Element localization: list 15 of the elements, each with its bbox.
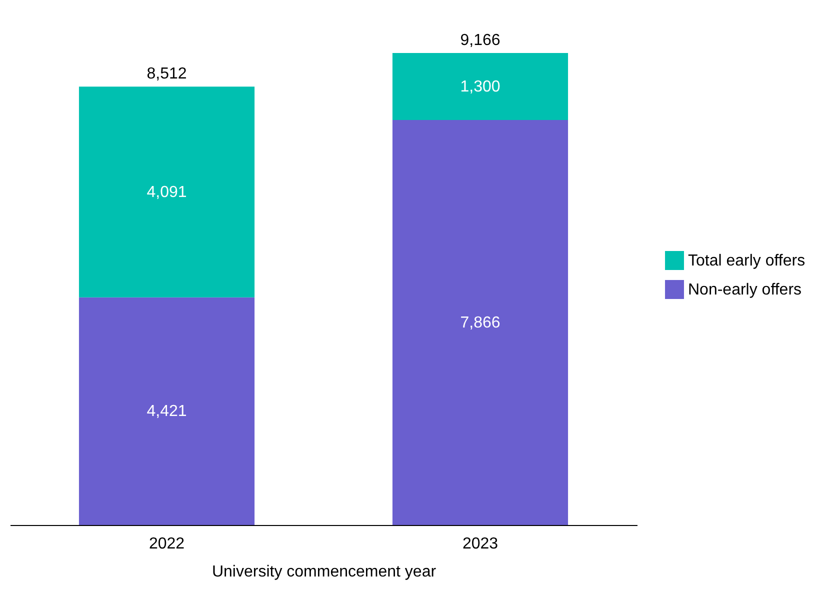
bar <box>78 297 255 525</box>
data-label: 1,300 <box>460 78 500 96</box>
x-axis-title: University commencement year <box>212 564 437 580</box>
bar <box>392 53 568 120</box>
legend-label: Non-early offers <box>688 282 802 298</box>
data-label: 4,091 <box>146 184 187 202</box>
data-label: 7,866 <box>460 314 500 332</box>
x-tick-label: 2023 <box>462 536 498 552</box>
bar <box>392 120 568 525</box>
total-label: 8,512 <box>146 66 187 83</box>
total-label: 9,166 <box>460 32 500 49</box>
x-tick-label: 2022 <box>148 536 185 552</box>
data-label: 4,421 <box>146 403 187 420</box>
bar <box>78 86 255 298</box>
legend-label: Total early offers <box>688 252 806 270</box>
